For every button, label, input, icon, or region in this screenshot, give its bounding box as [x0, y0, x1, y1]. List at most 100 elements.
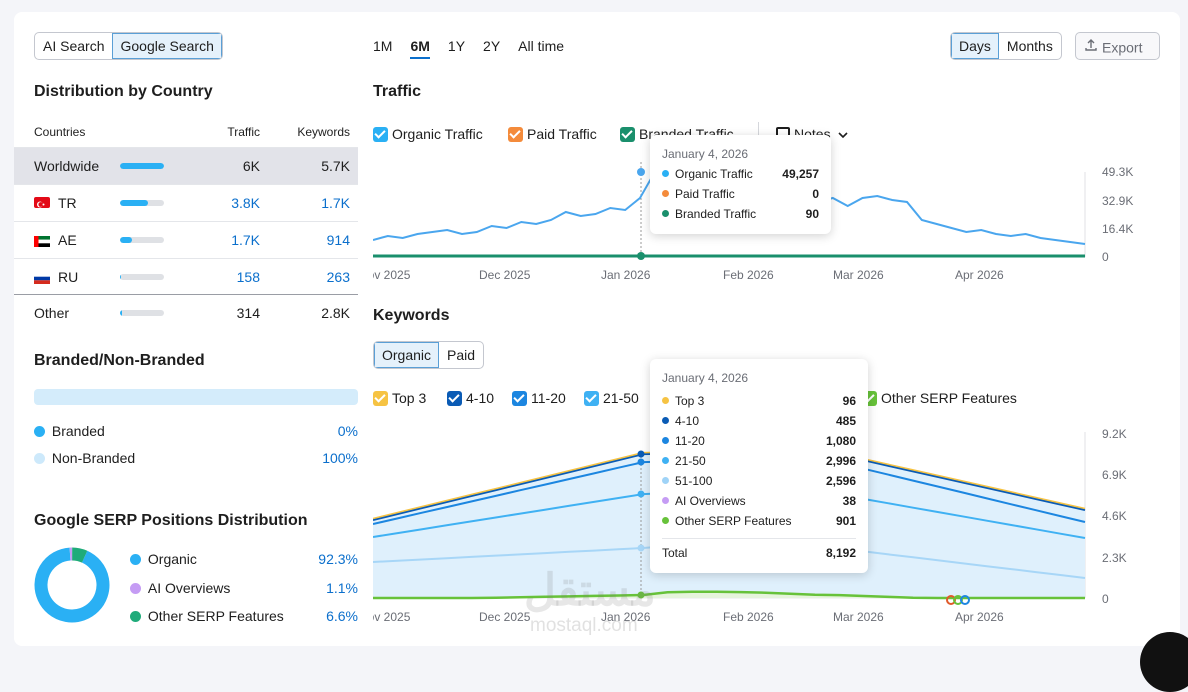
traffic-value[interactable]: 158	[237, 269, 260, 285]
tooltip-label: Organic Traffic	[675, 167, 753, 181]
tab-google-search[interactable]: Google Search	[112, 33, 221, 59]
tab-ai-search[interactable]: AI Search	[35, 33, 112, 59]
non-branded-dot-icon	[34, 453, 45, 464]
legend-other-serp[interactable]: Other SERP Features	[862, 389, 1017, 406]
keywords-value: 2.8K	[321, 305, 350, 321]
y-tick: 16.4K	[1102, 222, 1133, 236]
checkbox-icon	[584, 391, 599, 406]
country-row-tr[interactable]: TR 3.8K 1.7K	[14, 184, 358, 221]
branded-value: 0%	[338, 423, 358, 439]
country-row-other: Other 314 2.8K	[14, 295, 358, 332]
tooltip-row: Organic Traffic 49,257	[662, 167, 819, 183]
branded-label: Branded	[52, 423, 105, 439]
non-branded-label: Non-Branded	[52, 450, 135, 466]
country-row-ae[interactable]: AE 1.7K 914	[14, 221, 358, 258]
legend-label: Top 3	[392, 390, 426, 406]
period-2y[interactable]: 2Y	[483, 38, 500, 59]
non-branded-legend-item: Non-Branded 100%	[34, 449, 358, 469]
help-button[interactable]	[1140, 632, 1188, 692]
tab-paid[interactable]: Paid	[439, 342, 483, 368]
keywords-value[interactable]: 1.7K	[321, 195, 350, 211]
checkbox-icon	[447, 391, 462, 406]
chevron-down-icon	[838, 126, 848, 142]
legend-label: Other SERP Features	[881, 390, 1017, 406]
traffic-value[interactable]: 1.7K	[231, 232, 260, 248]
y-tick: 32.9K	[1102, 194, 1133, 208]
tab-organic[interactable]: Organic	[374, 342, 439, 368]
tooltip-value: 2,996	[826, 454, 856, 468]
granularity-months[interactable]: Months	[999, 33, 1061, 59]
period-selector: 1M 6M 1Y 2Y All time	[373, 38, 564, 59]
country-section-title: Distribution by Country	[34, 83, 213, 101]
checkbox-icon	[373, 391, 388, 406]
non-branded-value: 100%	[322, 450, 358, 466]
country-row-ru[interactable]: RU 158 263	[14, 258, 358, 295]
y-tick: 4.6K	[1102, 509, 1127, 523]
share-bar	[120, 163, 164, 169]
tooltip-value: 485	[836, 414, 856, 428]
legend-21-50[interactable]: 21-50	[584, 389, 639, 406]
traffic-value[interactable]: 3.8K	[231, 195, 260, 211]
period-1y[interactable]: 1Y	[448, 38, 465, 59]
country-code: RU	[58, 269, 78, 285]
tooltip-value: 96	[843, 394, 856, 408]
donut-slice	[41, 554, 103, 616]
serp-legend-ai-overviews: AI Overviews 1.1%	[130, 579, 358, 599]
serp-donut-chart	[34, 547, 110, 623]
tooltip-label: Top 3	[675, 394, 704, 408]
tooltip-value: 38	[843, 494, 856, 508]
keywords-x-axis: Nov 2025 Dec 2025 Jan 2026 Feb 2026 Mar …	[373, 610, 1088, 628]
tooltip-value: 2,596	[826, 474, 856, 488]
tooltip-label: Paid Traffic	[675, 187, 735, 201]
tooltip-label: Branded Traffic	[675, 207, 756, 221]
col-traffic: Traffic	[227, 125, 260, 139]
legend-organic-traffic[interactable]: Organic Traffic	[373, 125, 483, 142]
turkey-flag-icon	[34, 197, 50, 208]
serp-legend-organic: Organic 92.3%	[130, 550, 358, 570]
tooltip-value: 0	[812, 187, 819, 201]
country-row-worldwide[interactable]: Worldwide 6K 5.7K	[14, 147, 358, 184]
export-button[interactable]: Export	[1075, 32, 1160, 60]
period-6m[interactable]: 6M	[410, 38, 429, 59]
legend-paid-traffic[interactable]: Paid Traffic	[508, 125, 597, 142]
watermark-text: mostaql.com	[530, 615, 638, 637]
keywords-value[interactable]: 263	[327, 269, 350, 285]
google-update-icon[interactable]	[946, 594, 970, 609]
tooltip-label: 11-20	[675, 434, 705, 448]
upload-icon	[1084, 34, 1098, 60]
x-tick: Jan 2026	[601, 268, 650, 282]
share-bar	[120, 237, 164, 243]
period-all-time[interactable]: All time	[518, 38, 564, 59]
branded-marker	[637, 252, 645, 260]
legend-label: 21-50	[603, 390, 639, 406]
country-table: Worldwide 6K 5.7K TR 3.8K 1.7K AE 1.7K 9…	[14, 147, 358, 337]
country-table-header: Countries Traffic Keywords	[14, 122, 358, 146]
y-tick: 6.9K	[1102, 468, 1127, 482]
legend-11-20[interactable]: 11-20	[512, 389, 566, 406]
col-countries: Countries	[34, 125, 85, 139]
y-tick: 0	[1102, 592, 1109, 606]
keywords-value[interactable]: 914	[327, 232, 350, 248]
tooltip-label: 4-10	[675, 414, 699, 428]
serp-label: Organic	[148, 551, 197, 567]
checkbox-icon	[620, 127, 635, 142]
granularity-days[interactable]: Days	[951, 33, 999, 59]
traffic-x-axis: Nov 2025 Dec 2025 Jan 2026 Feb 2026 Mar …	[373, 268, 1088, 286]
serp-label: Other SERP Features	[148, 608, 284, 624]
period-1m[interactable]: 1M	[373, 38, 392, 59]
legend-label: Paid Traffic	[527, 126, 597, 142]
legend-top-3[interactable]: Top 3	[373, 389, 426, 406]
tooltip-divider	[662, 538, 856, 539]
search-type-toggle: AI Search Google Search	[34, 32, 223, 60]
legend-4-10[interactable]: 4-10	[447, 389, 494, 406]
checkbox-icon	[512, 391, 527, 406]
tooltip-value: 49,257	[782, 167, 819, 181]
tooltip-total-value: 8,192	[826, 546, 856, 560]
